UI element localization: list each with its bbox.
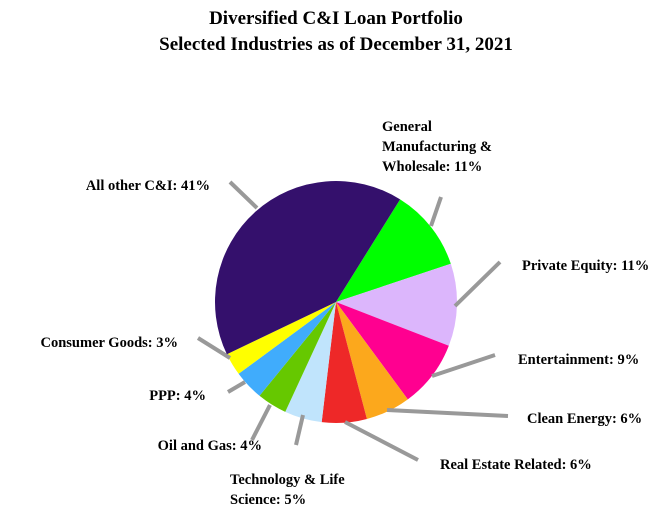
pie-slice-ppp xyxy=(238,302,336,396)
pie-slice-private-equity xyxy=(336,263,457,346)
pie-slice-technology-life-science xyxy=(285,302,336,423)
leader-line-oil-and-gas xyxy=(250,404,272,441)
pie-slice-all-other-c-i xyxy=(215,180,401,355)
slice-label-consumer-goods: Consumer Goods: 3% xyxy=(41,335,179,351)
pie-slice-oil-and-gas xyxy=(259,302,336,412)
pie-slice-consumer-goods xyxy=(226,302,336,374)
slice-label-clean-energy: Clean Energy: 6% xyxy=(527,411,642,427)
leader-line-consumer-goods xyxy=(196,336,232,360)
slice-label-ppp: PPP: 4% xyxy=(149,388,206,404)
slice-label-general-manufacturing-wholesale: General Manufacturing & Wholesale: 11% xyxy=(382,119,492,175)
chart-subtitle: Selected Industries as of December 31, 2… xyxy=(159,34,513,55)
leader-line-clean-energy xyxy=(386,408,509,418)
slice-label-private-equity: Private Equity: 11% xyxy=(522,258,649,274)
leader-line-entertainment xyxy=(431,353,496,378)
pie-slice-entertainment xyxy=(336,302,449,400)
slice-label-real-estate-related: Real Estate Related: 6% xyxy=(440,457,592,473)
leader-line-general-manufacturing-wholesale xyxy=(429,196,443,227)
pie-slice-general-manufacturing-wholesale xyxy=(336,199,451,302)
slice-label-entertainment: Entertainment: 9% xyxy=(518,352,639,368)
chart-title: Diversified C&I Loan Portfolio xyxy=(209,8,463,29)
slice-label-oil-and-gas: Oil and Gas: 4% xyxy=(158,438,262,454)
leader-line-real-estate-related xyxy=(344,420,419,462)
leader-line-technology-life-science xyxy=(294,414,305,446)
pie-slice-clean-energy xyxy=(336,302,408,419)
leader-line-all-other-c-i xyxy=(228,180,259,210)
pie-slice-real-estate-related xyxy=(321,302,367,423)
leader-line-private-equity xyxy=(453,260,502,308)
slice-label-all-other-c-i: All other C&I: 41% xyxy=(86,178,210,194)
slice-label-technology-life-science: Technology & Life Science: 5% xyxy=(230,472,345,508)
leader-line-ppp xyxy=(226,380,247,394)
